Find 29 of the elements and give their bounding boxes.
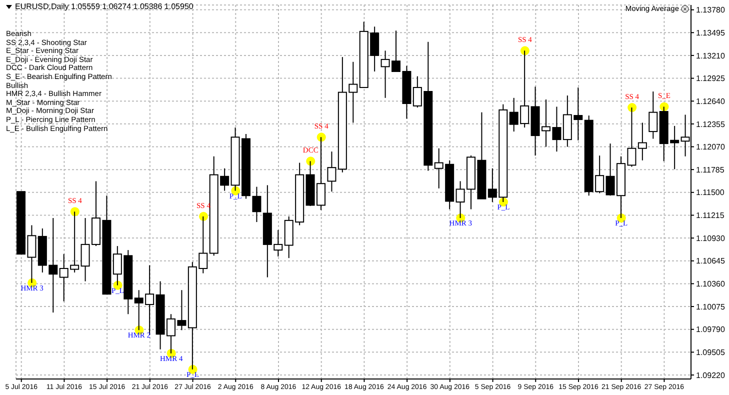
point	[70, 207, 80, 216]
y-tick-label: 1.12640	[696, 96, 726, 106]
point	[316, 132, 326, 142]
point	[660, 102, 669, 112]
candlestick	[327, 151, 336, 192]
y-tick-label: 1.10360	[696, 280, 726, 289]
y-tick-label: 1.10930	[696, 234, 726, 243]
point	[198, 212, 208, 221]
y-tick-label: 1.11215	[696, 211, 725, 220]
y-tick-label: 1.11785	[696, 165, 725, 174]
point	[306, 156, 316, 166]
y-tick-label: 1.10075	[696, 302, 726, 312]
chart-title: EURUSD,Daily 1.05559 1.06274 1.05386 1.05950	[15, 2, 194, 11]
y-tick-label: 1.13210	[696, 51, 726, 60]
y-tick-label: 1.12070	[696, 142, 726, 152]
point	[628, 103, 637, 112]
y-tick-label: 1.09220	[696, 370, 726, 380]
y-tick-label: 1.11500	[696, 188, 725, 198]
y-tick-label: 1.10645	[696, 256, 726, 266]
y-tick-label: 1.09505	[696, 348, 726, 358]
y-tick-label: 1.09790	[696, 325, 726, 334]
point	[520, 46, 530, 56]
candlestick	[252, 186, 262, 223]
candlestick	[638, 122, 647, 161]
y-tick-label: 1.12355	[696, 120, 726, 129]
candlestick	[648, 90, 658, 140]
y-tick-label: 1.12925	[696, 74, 726, 84]
y-tick-label: 1.13780	[696, 6, 726, 15]
y-tick-label: 1.13495	[696, 28, 726, 38]
